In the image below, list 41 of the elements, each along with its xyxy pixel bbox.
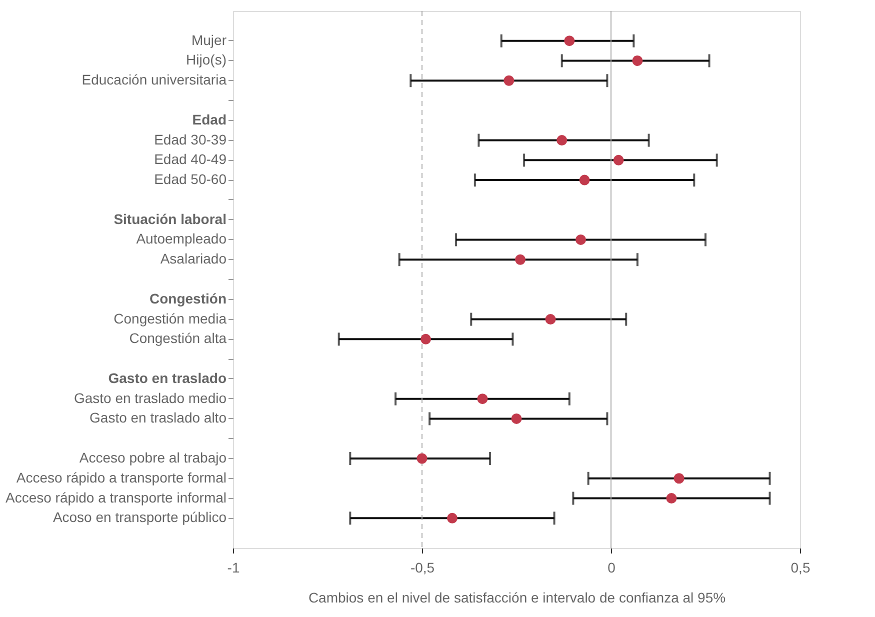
point: [579, 174, 590, 186]
x-tick-label: 0,5: [790, 560, 810, 576]
point: [556, 135, 568, 146]
point: [420, 334, 432, 344]
point: [511, 413, 522, 424]
y-tick-label: Edad 40-49: [154, 151, 227, 168]
x-tick-label: -0,5: [410, 560, 435, 576]
point: [446, 512, 458, 524]
y-tick-label: Gasto en traslado medio: [74, 390, 227, 406]
y-tick-label: Mujer: [191, 32, 227, 48]
y-tick-label: Hijo(s): [186, 52, 226, 68]
y-tick-label: Edad: [192, 111, 226, 128]
y-tick-label: Autoempleado: [136, 230, 227, 247]
point: [477, 394, 488, 404]
y-tick-label: Acceso rápido a transporte informal: [6, 489, 226, 506]
point: [504, 75, 514, 86]
x-axis-title: Cambios en el nivel de satisfacción e intervalo de confianza al 95%: [308, 590, 726, 606]
y-tick-label: Educación universitaria: [82, 72, 227, 88]
point: [545, 314, 556, 325]
y-tick-label: Congestión media: [114, 310, 227, 326]
x-tick-label: 0: [608, 560, 616, 576]
y-tick-label: Acceso pobre al trabajo: [79, 450, 227, 466]
y-tick-label: Edad 50-60: [154, 171, 227, 188]
point: [564, 36, 575, 46]
y-tick-label: Situación laboral: [114, 210, 226, 227]
y-tick-label: Congestión alta: [129, 330, 227, 346]
y-tick-label: Congestión: [150, 290, 226, 306]
point: [416, 453, 428, 464]
y-tick-label: Gasto en traslado: [108, 370, 226, 386]
point: [632, 55, 643, 66]
y-tick-label: Edad 30-39: [154, 131, 227, 148]
y-tick-label: Acceso rápido a transporte formal: [16, 469, 226, 486]
point: [666, 493, 677, 504]
y-tick-label: Asalariado: [160, 250, 227, 267]
point: [576, 234, 586, 245]
y-tick-label: Acoso en transporte público: [52, 509, 227, 526]
point: [674, 473, 684, 484]
point: [515, 254, 526, 265]
x-tick-label: -1: [227, 560, 240, 576]
y-tick-label: Gasto en traslado alto: [90, 410, 227, 426]
point: [613, 154, 624, 166]
